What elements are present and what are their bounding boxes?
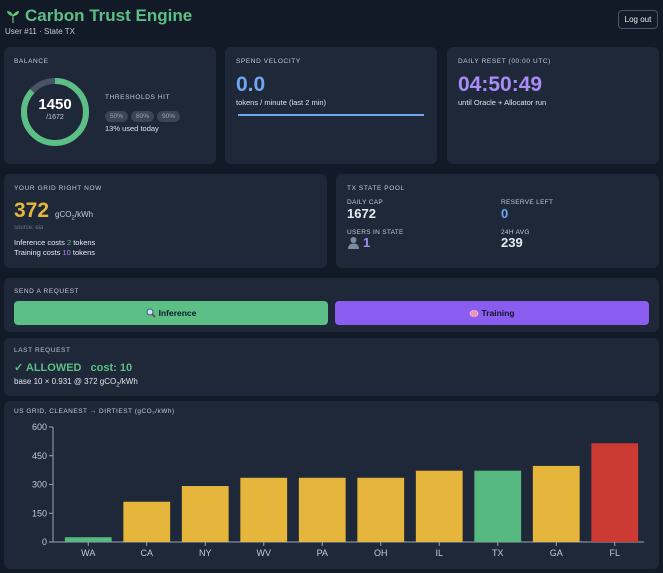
grid-source: source: eia bbox=[14, 225, 44, 231]
threshold-pill: 80% bbox=[131, 111, 155, 122]
avg-value: 239 bbox=[501, 235, 523, 250]
last-request-status: ✓ ALLOWED cost: 10 bbox=[14, 362, 133, 374]
last-request-card: LAST REQUEST ✓ ALLOWED cost: 10 base 10 … bbox=[4, 338, 659, 396]
x-tick-label: FL bbox=[609, 548, 620, 558]
y-tick-label: 300 bbox=[32, 480, 47, 490]
bar-ny bbox=[181, 486, 229, 542]
balance-ring bbox=[21, 78, 89, 146]
chart-card: US GRID, CLEANEST → DIRTIEST (gCO₂/kWh) … bbox=[4, 401, 659, 569]
inference-button-label: Inference bbox=[158, 308, 197, 318]
reset-label: DAILY RESET (00:00 UTC) bbox=[458, 58, 551, 65]
user-icon bbox=[347, 236, 360, 249]
x-tick-label: CA bbox=[140, 548, 153, 558]
grid-value: 372 bbox=[14, 199, 50, 222]
bar-ca bbox=[123, 501, 171, 542]
velocity-sparkline bbox=[238, 114, 424, 116]
x-tick-label: WA bbox=[81, 548, 95, 558]
training-button[interactable]: Training bbox=[335, 301, 649, 325]
x-tick-label: OH bbox=[374, 548, 388, 558]
velocity-label: SPEND VELOCITY bbox=[236, 58, 301, 65]
check-icon: ✓ bbox=[14, 362, 24, 374]
threshold-pill: 90% bbox=[157, 111, 181, 122]
grid-unit: gCO2/kWh bbox=[55, 210, 94, 222]
grid-intensity: 372 gCO2/kWh bbox=[14, 199, 93, 223]
reset-countdown: 04:50:49 bbox=[458, 73, 543, 96]
grid-label: YOUR GRID RIGHT NOW bbox=[14, 185, 102, 192]
y-tick-label: 0 bbox=[42, 537, 47, 547]
reset-note: until Oracle + Allocator run bbox=[458, 98, 547, 107]
seedling-icon bbox=[5, 8, 21, 24]
page-title: Carbon Trust Engine bbox=[25, 6, 193, 25]
balance-card: BALANCE 1450 /1672 THRESHOLDS HIT 50% 80%… bbox=[4, 47, 216, 164]
y-tick-label: 450 bbox=[32, 451, 47, 461]
inference-cost-line: Inference costs 2 tokens bbox=[14, 238, 96, 247]
x-tick-label: TX bbox=[492, 548, 504, 558]
reset-card: DAILY RESET (00:00 UTC) 04:50:49 until O… bbox=[447, 47, 659, 164]
magnifier-icon bbox=[146, 308, 156, 318]
threshold-pill: 50% bbox=[105, 111, 129, 122]
velocity-value: 0.0 bbox=[236, 73, 266, 96]
bar-wa bbox=[64, 537, 112, 542]
thresholds-label: THRESHOLDS HIT bbox=[105, 94, 171, 101]
users-label: USERS IN STATE bbox=[347, 229, 404, 236]
logout-button[interactable]: Log out bbox=[618, 10, 658, 29]
threshold-pills-visible: 50% 80% 90% bbox=[105, 105, 183, 123]
training-cost-line: Training costs 10 tokens bbox=[14, 248, 96, 257]
y-tick-label: 150 bbox=[32, 508, 47, 518]
bar-oh bbox=[357, 477, 405, 542]
x-tick-label: PA bbox=[317, 548, 328, 558]
user-subtitle: User #11 · State TX bbox=[5, 27, 75, 36]
velocity-unit: tokens / minute (last 2 min) bbox=[236, 98, 327, 107]
inference-button[interactable]: Inference bbox=[14, 301, 328, 325]
balance-total: /1672 bbox=[46, 114, 64, 121]
bar-fl bbox=[591, 443, 639, 542]
reserve-value: 0 bbox=[501, 206, 509, 221]
grid-intensity-chart: 0 150 300 450 600 WA CA NY WV PA OH IL TX GA FL bbox=[32, 422, 644, 558]
grid-card: YOUR GRID RIGHT NOW 372 gCO2/kWh source:… bbox=[4, 174, 327, 268]
bar-pa bbox=[298, 477, 346, 542]
last-request-detail: base 10 × 0.931 @ 372 gCO2/kWh bbox=[14, 377, 138, 389]
brain-icon bbox=[469, 308, 479, 318]
pool-label: TX STATE POOL bbox=[347, 185, 405, 192]
pool-card: TX STATE POOL DAILY CAP 1672 RESERVE LEF… bbox=[336, 174, 659, 268]
daily-cap-value: 1672 bbox=[347, 206, 376, 221]
daily-cap-label: DAILY CAP bbox=[347, 199, 384, 206]
chart-title: US GRID, CLEANEST → DIRTIEST (gCO₂/kWh) bbox=[14, 408, 175, 415]
x-tick-label: NY bbox=[199, 548, 212, 558]
balance-value: 1450 bbox=[38, 96, 72, 113]
y-tick-label: 600 bbox=[32, 422, 47, 432]
velocity-card: SPEND VELOCITY 0.0 tokens / minute (last… bbox=[225, 47, 437, 164]
last-request-label: LAST REQUEST bbox=[14, 347, 71, 354]
training-button-label: Training bbox=[481, 308, 515, 318]
avg-label: 24H AVG bbox=[501, 229, 530, 236]
users-value-row: 1 bbox=[347, 235, 370, 250]
x-tick-label: WV bbox=[257, 548, 272, 558]
used-today: 13% used today bbox=[105, 124, 159, 133]
reserve-label: RESERVE LEFT bbox=[501, 199, 554, 206]
x-tick-label: IL bbox=[435, 548, 443, 558]
x-tick-label: GA bbox=[550, 548, 563, 558]
bar-ga bbox=[532, 465, 580, 542]
app-title: Carbon Trust Engine bbox=[5, 6, 192, 26]
balance-label: BALANCE bbox=[14, 58, 49, 65]
bar-il bbox=[415, 470, 463, 542]
request-label: SEND A REQUEST bbox=[14, 288, 80, 295]
bar-wv bbox=[240, 477, 288, 542]
bar-tx bbox=[474, 470, 522, 542]
users-value: 1 bbox=[363, 235, 371, 250]
